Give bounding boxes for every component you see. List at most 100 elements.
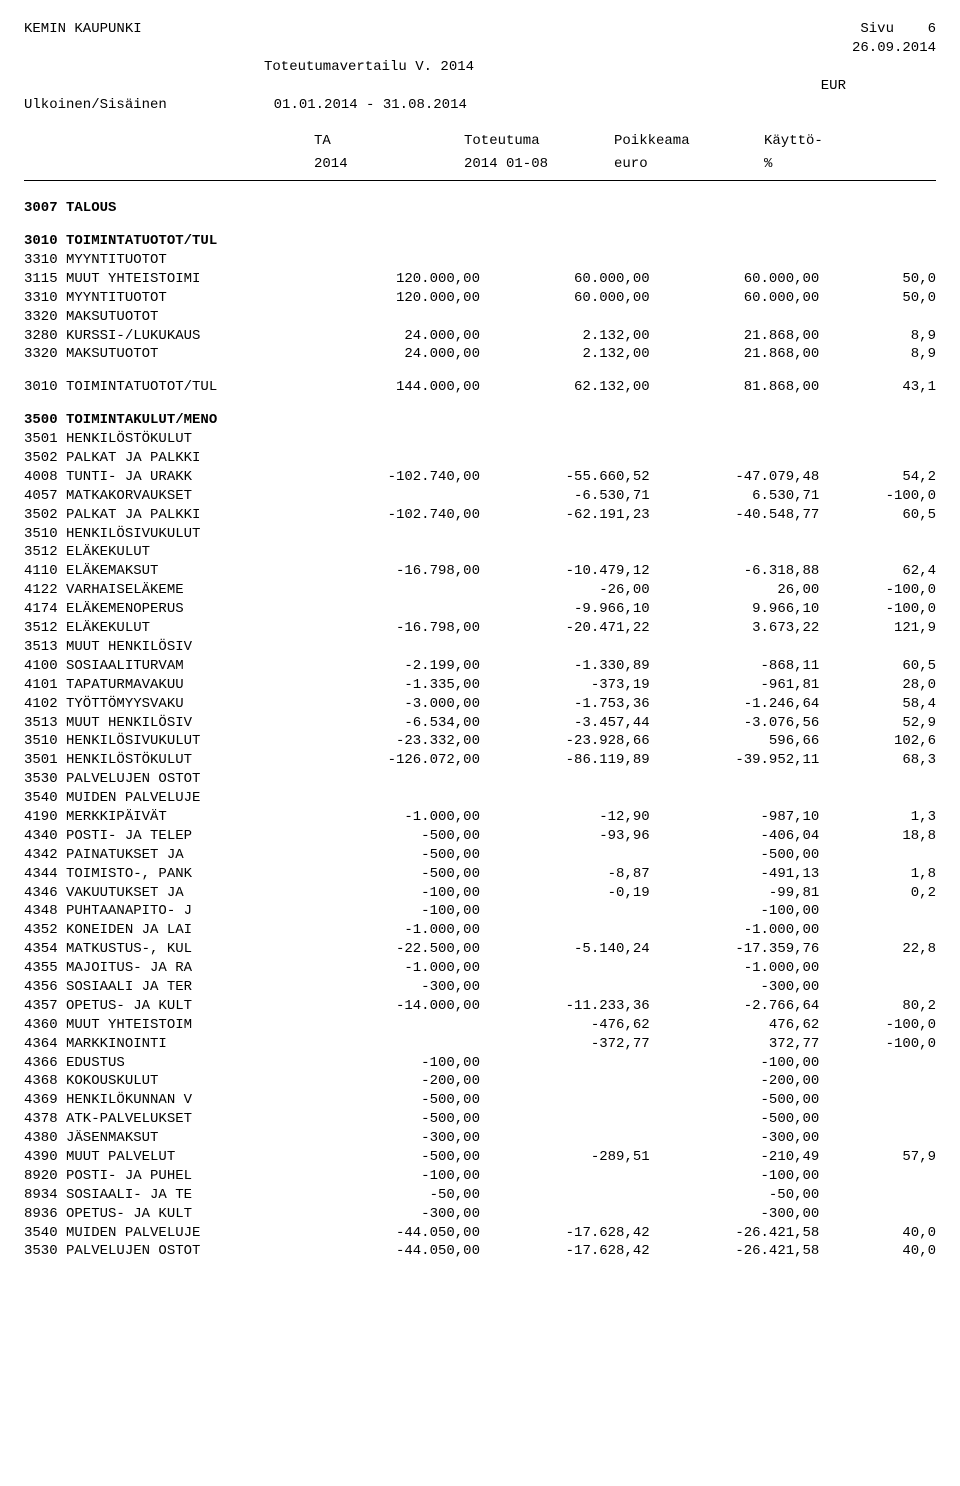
table-row: 4390 MUUT PALVELUT-500,00-289,51-210,495… — [24, 1148, 936, 1167]
cell-c1 — [310, 308, 480, 327]
cell-c2 — [480, 770, 650, 789]
report-table: 3007 TALOUS3010 TOIMINTATUOTOT/TUL3310 M… — [24, 199, 936, 1261]
row-label: 3512 ELÄKEKULUT — [24, 543, 310, 562]
row-label: 3513 MUUT HENKILÖSIV — [24, 714, 310, 733]
report-date: 26.09.2014 — [852, 39, 936, 58]
table-row: 4355 MAJOITUS- JA RA-1.000,00-1.000,00 — [24, 959, 936, 978]
cell-c4: 121,9 — [819, 619, 936, 638]
cell-c1 — [310, 449, 480, 468]
row-label: 4354 MATKUSTUS-, KUL — [24, 940, 310, 959]
cell-c3: -50,00 — [650, 1186, 820, 1205]
table-row: 3502 PALKAT JA PALKKI — [24, 449, 936, 468]
table-row: 4348 PUHTAANAPITO- J-100,00-100,00 — [24, 902, 936, 921]
row-label: 4110 ELÄKEMAKSUT — [24, 562, 310, 581]
cell-c3: -210,49 — [650, 1148, 820, 1167]
table-row: 4369 HENKILÖKUNNAN V-500,00-500,00 — [24, 1091, 936, 1110]
cell-c3: -3.076,56 — [650, 714, 820, 733]
table-row: 3320 MAKSUTUOTOT24.000,002.132,0021.868,… — [24, 345, 936, 364]
table-row: 4360 MUUT YHTEISTOIM-476,62476,62-100,0 — [24, 1016, 936, 1035]
report-title: Toteutumavertailu V. 2014 — [264, 58, 936, 77]
cell-c2: -1.330,89 — [480, 657, 650, 676]
cell-c1: -102.740,00 — [310, 506, 480, 525]
table-row: 4354 MATKUSTUS-, KUL-22.500,00-5.140,24-… — [24, 940, 936, 959]
cell-c2 — [480, 1091, 650, 1110]
cell-c1 — [310, 525, 480, 544]
row-label: 3500 TOIMINTAKULUT/MENO — [24, 411, 310, 430]
table-row: 3502 PALKAT JA PALKKI-102.740,00-62.191,… — [24, 506, 936, 525]
table-row: 3540 MUIDEN PALVELUJE — [24, 789, 936, 808]
cell-c1 — [310, 430, 480, 449]
cell-c3: 21.868,00 — [650, 327, 820, 346]
row-label: 4348 PUHTAANAPITO- J — [24, 902, 310, 921]
table-row: 4102 TYÖTTÖMYYSVAKU-3.000,00-1.753,36-1.… — [24, 695, 936, 714]
row-label: 4390 MUUT PALVELUT — [24, 1148, 310, 1167]
row-label: 4360 MUUT YHTEISTOIM — [24, 1016, 310, 1035]
row-label: 4342 PAINATUKSET JA — [24, 846, 310, 865]
cell-c1 — [310, 411, 480, 430]
cell-c2 — [480, 638, 650, 657]
cell-c3 — [650, 525, 820, 544]
row-label: 3510 HENKILÖSIVUKULUT — [24, 732, 310, 751]
cell-c3: -39.952,11 — [650, 751, 820, 770]
cell-c2: -10.479,12 — [480, 562, 650, 581]
cell-c1 — [310, 232, 480, 251]
table-row: 8920 POSTI- JA PUHEL-100,00-100,00 — [24, 1167, 936, 1186]
table-row: 4110 ELÄKEMAKSUT-16.798,00-10.479,12-6.3… — [24, 562, 936, 581]
cell-c3: -987,10 — [650, 808, 820, 827]
row-label: 4190 MERKKIPÄIVÄT — [24, 808, 310, 827]
cell-c2: 60.000,00 — [480, 270, 650, 289]
row-label: 4340 POSTI- JA TELEP — [24, 827, 310, 846]
col-toteutuma: Toteutuma — [464, 132, 614, 151]
cell-c1: -1.000,00 — [310, 921, 480, 940]
cell-c1 — [310, 600, 480, 619]
table-row: 4122 VARHAISELÄKEME-26,0026,00-100,0 — [24, 581, 936, 600]
cell-c3: -300,00 — [650, 1205, 820, 1224]
cell-c2 — [480, 959, 650, 978]
cell-c3: 3.673,22 — [650, 619, 820, 638]
cell-c4: 60,5 — [819, 506, 936, 525]
cell-c2 — [480, 543, 650, 562]
cell-c2: 60.000,00 — [480, 289, 650, 308]
table-row: 4364 MARKKINOINTI-372,77372,77-100,0 — [24, 1035, 936, 1054]
cell-c1: -100,00 — [310, 902, 480, 921]
cell-c3 — [650, 770, 820, 789]
cell-c1: -3.000,00 — [310, 695, 480, 714]
row-label: 4355 MAJOITUS- JA RA — [24, 959, 310, 978]
cell-c1: -22.500,00 — [310, 940, 480, 959]
row-label: 3512 ELÄKEKULUT — [24, 619, 310, 638]
cell-c1 — [310, 199, 480, 218]
cell-c1: -14.000,00 — [310, 997, 480, 1016]
cell-c4: 18,8 — [819, 827, 936, 846]
table-row: 3513 MUUT HENKILÖSIV-6.534,00-3.457,44-3… — [24, 714, 936, 733]
cell-c3 — [650, 543, 820, 562]
row-label: 4122 VARHAISELÄKEME — [24, 581, 310, 600]
row-label: 4380 JÄSENMAKSUT — [24, 1129, 310, 1148]
cell-c2: -0,19 — [480, 884, 650, 903]
cell-c4: 8,9 — [819, 345, 936, 364]
table-row: 3501 HENKILÖSTÖKULUT — [24, 430, 936, 449]
gap-row — [24, 218, 936, 232]
cell-c2: -17.628,42 — [480, 1224, 650, 1243]
cell-c4: 58,4 — [819, 695, 936, 714]
cell-c3: -961,81 — [650, 676, 820, 695]
cell-c3: 60.000,00 — [650, 270, 820, 289]
row-label: 4378 ATK-PALVELUKSET — [24, 1110, 310, 1129]
cell-c1 — [310, 1035, 480, 1054]
cell-c3: -100,00 — [650, 902, 820, 921]
table-row: 3510 HENKILÖSIVUKULUT — [24, 525, 936, 544]
table-row: 3310 MYYNTITUOTOT — [24, 251, 936, 270]
col-poikkeama: Poikkeama — [614, 132, 764, 151]
cell-c1 — [310, 487, 480, 506]
cell-c4 — [819, 1167, 936, 1186]
row-label: 3502 PALKAT JA PALKKI — [24, 449, 310, 468]
table-row: 4356 SOSIAALI JA TER-300,00-300,00 — [24, 978, 936, 997]
cell-c1: -126.072,00 — [310, 751, 480, 770]
cell-c2 — [480, 232, 650, 251]
cell-c2: -62.191,23 — [480, 506, 650, 525]
cell-c4: 50,0 — [819, 289, 936, 308]
cell-c3: -300,00 — [650, 978, 820, 997]
cell-c2 — [480, 449, 650, 468]
cell-c2: -26,00 — [480, 581, 650, 600]
cell-c4 — [819, 1129, 936, 1148]
column-headers-2: 2014 2014 01-08 euro % — [24, 155, 936, 174]
